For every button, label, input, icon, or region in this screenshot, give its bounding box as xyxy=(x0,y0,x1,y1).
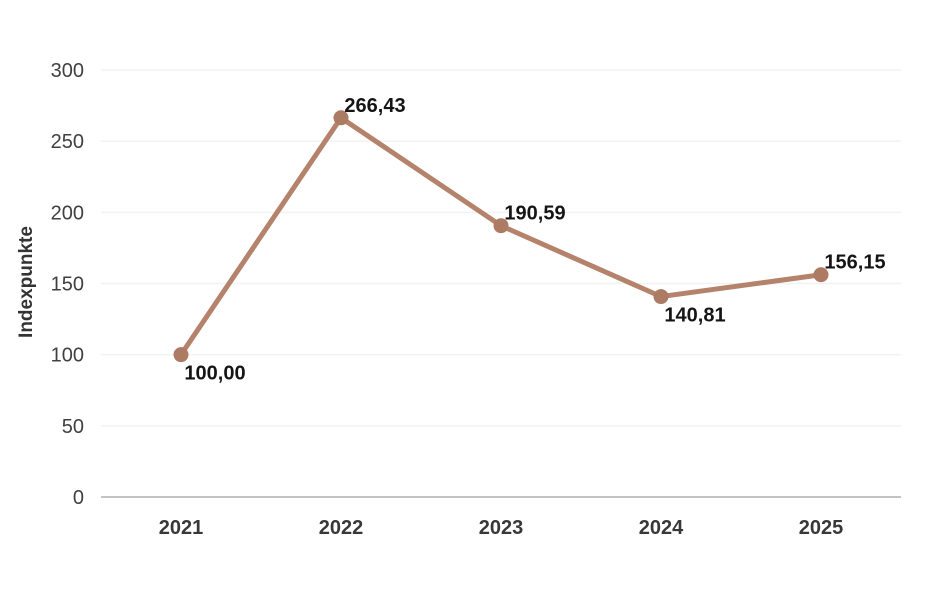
data-point-label: 266,43 xyxy=(344,95,405,117)
data-point-label: 156,15 xyxy=(824,252,885,274)
y-axis-title: Indexpunkte xyxy=(16,226,37,338)
x-tick-label: 2023 xyxy=(479,517,524,539)
data-point-marker xyxy=(653,289,669,305)
x-tick-label: 2021 xyxy=(159,517,204,539)
data-point-marker xyxy=(333,110,349,126)
y-tick-label: 0 xyxy=(73,487,84,509)
data-point-marker xyxy=(493,218,509,234)
data-point-label: 140,81 xyxy=(664,305,725,327)
data-point-label: 190,59 xyxy=(504,203,565,225)
y-tick-label: 100 xyxy=(51,345,84,367)
data-point-marker xyxy=(173,347,189,363)
y-tick-label: 300 xyxy=(51,60,84,82)
y-tick-label: 200 xyxy=(51,202,84,224)
x-tick-label: 2024 xyxy=(639,517,684,539)
data-point-label: 100,00 xyxy=(184,363,245,385)
y-tick-label: 250 xyxy=(51,131,84,153)
x-tick-label: 2025 xyxy=(799,517,844,539)
x-tick-label: 2022 xyxy=(319,517,364,539)
y-tick-label: 50 xyxy=(62,416,84,438)
data-point-marker xyxy=(813,267,829,283)
y-tick-label: 150 xyxy=(51,274,84,296)
